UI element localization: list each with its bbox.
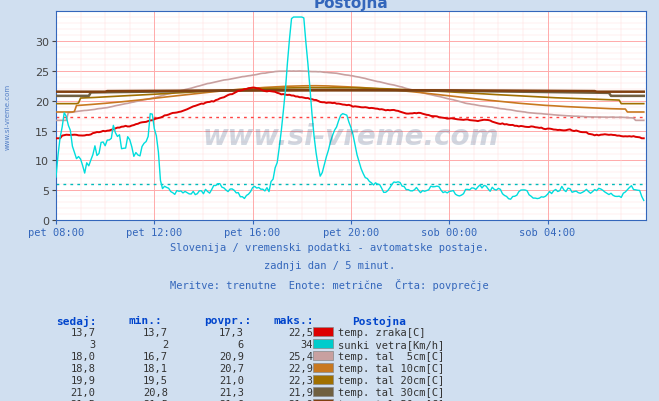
Text: 20,8: 20,8 [143,387,168,397]
Text: temp. tal 20cm[C]: temp. tal 20cm[C] [338,375,444,385]
Text: 25,4: 25,4 [288,351,313,361]
Text: temp. zraka[C]: temp. zraka[C] [338,327,426,337]
Text: min.:: min.: [129,315,162,325]
Text: 13,7: 13,7 [71,327,96,337]
Text: 2: 2 [162,339,168,349]
Text: 21,5: 21,5 [71,399,96,401]
Text: 22,5: 22,5 [288,327,313,337]
Text: sedaj:: sedaj: [56,315,96,326]
Text: Postojna: Postojna [353,315,407,326]
Text: 21,5: 21,5 [143,399,168,401]
Text: 18,1: 18,1 [143,363,168,373]
Title: Postojna: Postojna [314,0,388,11]
Text: Meritve: trenutne  Enote: metrične  Črta: povprečje: Meritve: trenutne Enote: metrične Črta: … [170,279,489,291]
Text: 21,6: 21,6 [219,399,244,401]
Text: sunki vetra[Km/h]: sunki vetra[Km/h] [338,339,444,349]
Text: 21,0: 21,0 [219,375,244,385]
Text: 21,0: 21,0 [71,387,96,397]
Text: www.si-vreme.com: www.si-vreme.com [5,83,11,149]
Text: temp. tal 30cm[C]: temp. tal 30cm[C] [338,387,444,397]
Text: 19,5: 19,5 [143,375,168,385]
Text: 20,7: 20,7 [219,363,244,373]
Text: Slovenija / vremenski podatki - avtomatske postaje.: Slovenija / vremenski podatki - avtomats… [170,243,489,253]
Text: 21,9: 21,9 [288,387,313,397]
Text: maks.:: maks.: [273,315,314,325]
Text: 20,9: 20,9 [219,351,244,361]
Text: 18,8: 18,8 [71,363,96,373]
Text: 21,3: 21,3 [219,387,244,397]
Text: 22,3: 22,3 [288,375,313,385]
Text: 18,0: 18,0 [71,351,96,361]
Text: 16,7: 16,7 [143,351,168,361]
Text: 34: 34 [301,339,313,349]
Text: temp. tal  5cm[C]: temp. tal 5cm[C] [338,351,444,361]
Text: www.si-vreme.com: www.si-vreme.com [203,123,499,151]
Text: temp. tal 50cm[C]: temp. tal 50cm[C] [338,399,444,401]
Text: 21,9: 21,9 [288,399,313,401]
Text: 13,7: 13,7 [143,327,168,337]
Text: 17,3: 17,3 [219,327,244,337]
Text: povpr.:: povpr.: [204,315,252,325]
Text: temp. tal 10cm[C]: temp. tal 10cm[C] [338,363,444,373]
Text: 3: 3 [90,339,96,349]
Text: 22,9: 22,9 [288,363,313,373]
Text: 19,9: 19,9 [71,375,96,385]
Text: zadnji dan / 5 minut.: zadnji dan / 5 minut. [264,261,395,271]
Text: 6: 6 [238,339,244,349]
